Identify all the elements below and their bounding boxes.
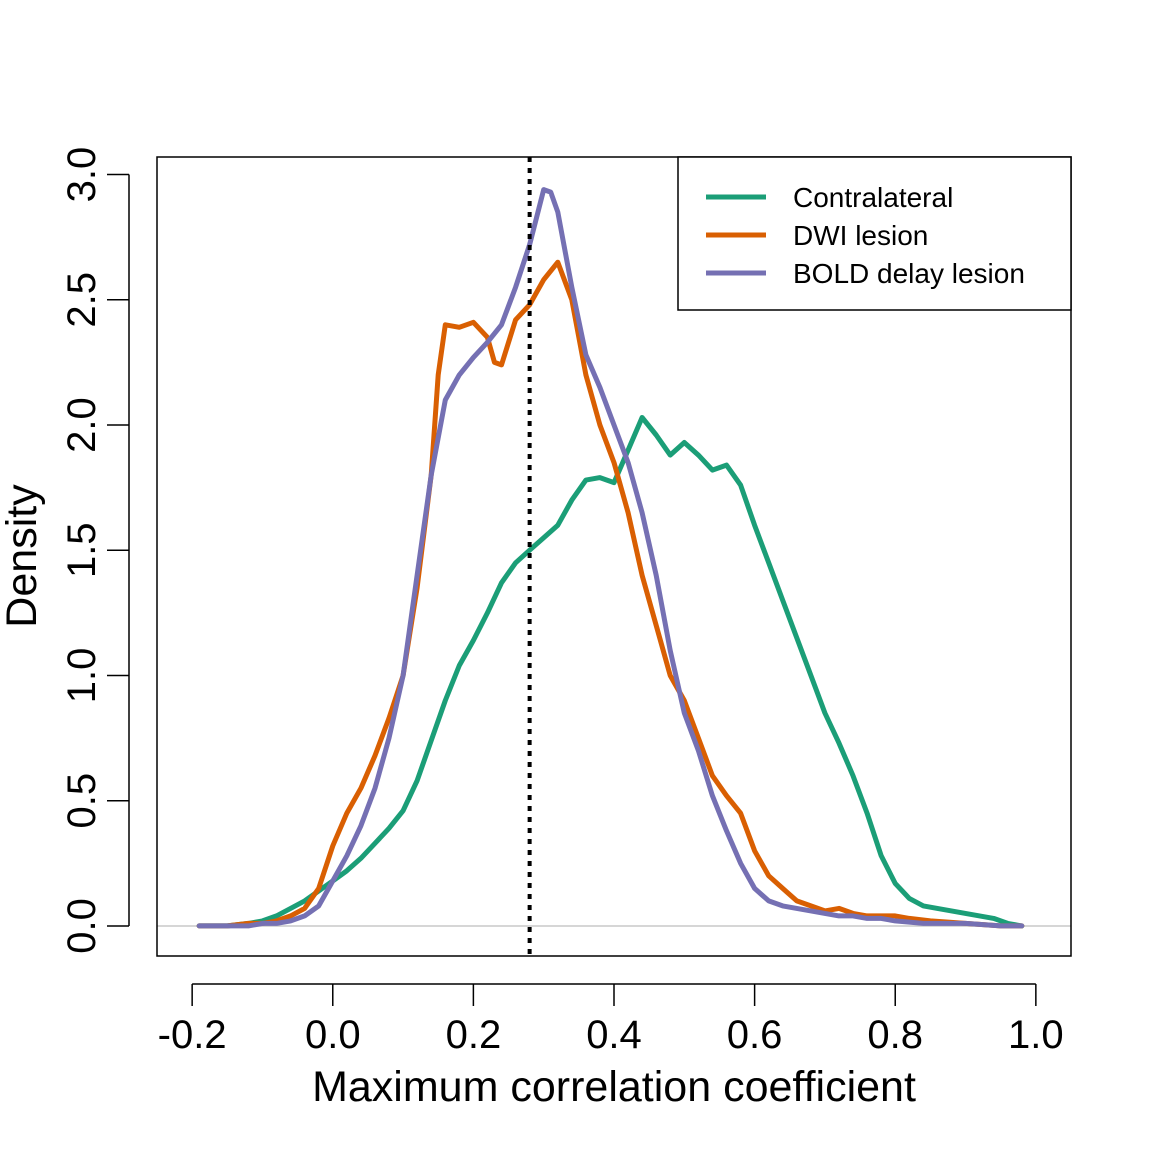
y-tick-label: 2.0 [60, 397, 104, 453]
legend-label-1: DWI lesion [793, 220, 928, 251]
legend: Contralateral DWI lesion BOLD delay lesion [677, 156, 1072, 311]
legend-box [677, 156, 1072, 311]
series-line-2 [196, 187, 1025, 929]
x-tick-label: 1.0 [1008, 1013, 1064, 1057]
series-line-1 [196, 259, 1025, 929]
y-tick-label: 1.5 [60, 522, 104, 578]
plot-frame [156, 156, 1072, 957]
series-line-0 [196, 415, 1025, 929]
x-tick-label: 0.2 [446, 1013, 502, 1057]
x-tick-label: -0.2 [158, 1013, 227, 1057]
y-tick-label: 0.0 [60, 898, 104, 954]
legend-label-0: Contralateral [793, 182, 953, 213]
series-layer [196, 187, 1025, 929]
y-axis: 0.0 0.5 1.0 1.5 2.0 2.5 3.0 [60, 147, 130, 954]
x-tick-label: 0.6 [727, 1013, 783, 1057]
y-tick-label: 1.0 [60, 648, 104, 704]
x-tick-label: 0.4 [586, 1013, 642, 1057]
y-tick-label: 3.0 [60, 147, 104, 203]
y-tick-label: 2.5 [60, 272, 104, 328]
y-axis-title: Density [0, 484, 46, 628]
legend-label-2: BOLD delay lesion [793, 258, 1025, 289]
x-axis-title: Maximum correlation coefficient [312, 1063, 916, 1111]
x-axis: -0.2 0.0 0.2 0.4 0.6 0.8 1.0 [158, 983, 1064, 1057]
x-tick-label: 0.8 [867, 1013, 923, 1057]
x-tick-label: 0.0 [305, 1013, 361, 1057]
y-tick-label: 0.5 [60, 773, 104, 829]
